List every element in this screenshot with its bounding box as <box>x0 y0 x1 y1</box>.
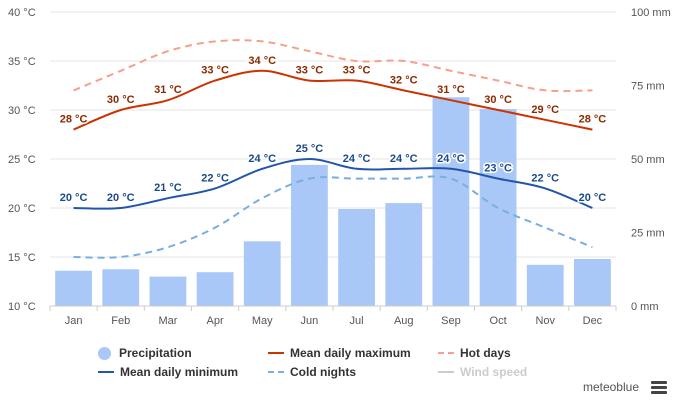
x-tick-label: Jun <box>301 315 319 327</box>
precipitation-bar <box>149 276 187 306</box>
legend-precipitation[interactable]: Precipitation <box>98 346 192 360</box>
precipitation-bar <box>526 264 564 306</box>
x-tick-label: Aug <box>394 315 414 327</box>
x-tick-label: Jul <box>350 315 364 327</box>
min-data-label: 20 °C <box>579 192 607 204</box>
precipitation-bar <box>55 270 92 306</box>
wind-speed-swatch-icon <box>438 371 454 373</box>
precipitation-bar <box>432 97 470 306</box>
max-data-label: 33 °C <box>296 65 324 77</box>
hot-days-line <box>73 39 593 93</box>
x-tick-label: Mar <box>158 315 177 327</box>
x-tick-label: Dec <box>583 315 603 327</box>
cold-nights-swatch-icon <box>268 371 284 373</box>
legend-mean-daily-maximum[interactable]: Mean daily maximum <box>268 346 411 360</box>
min-data-label: 24 °C <box>390 153 418 165</box>
min-data-label: 20 °C <box>107 192 135 204</box>
max-data-label: 28 °C <box>60 114 88 126</box>
legend-cold-nights-label: Cold nights <box>290 365 356 379</box>
mean-daily-maximum-line <box>73 69 593 131</box>
min-data-label: 23 °C <box>484 163 512 175</box>
max-data-label: 31 °C <box>437 84 465 96</box>
y-right-tick-label: 25 mm <box>631 228 665 240</box>
legend-mean-min-label: Mean daily minimum <box>120 365 239 379</box>
legend-mean-max-label: Mean daily maximum <box>290 346 411 360</box>
hamburger-menu-icon[interactable] <box>651 381 667 394</box>
meteoblue-brand: meteoblue <box>582 380 639 394</box>
hot-days-swatch-icon <box>438 352 454 354</box>
min-data-label: 22 °C <box>201 172 229 184</box>
legend-hot-days-label: Hot days <box>460 346 511 360</box>
legend-wind-speed-label: Wind speed <box>460 365 528 379</box>
max-data-label: 34 °C <box>248 55 276 67</box>
legend-precipitation-label: Precipitation <box>119 346 192 360</box>
min-data-label: 24 °C <box>248 153 276 165</box>
x-tick-label: May <box>252 315 273 327</box>
x-tick-label: Jan <box>65 315 83 327</box>
x-tick-label: Sep <box>441 315 461 327</box>
legend-mean-daily-minimum[interactable]: Mean daily minimum <box>98 365 238 379</box>
min-data-label: 24 °C <box>437 153 465 165</box>
legend-hot-days[interactable]: Hot days <box>438 346 511 360</box>
max-data-label: 30 °C <box>107 94 135 106</box>
max-data-label: 28 °C <box>579 114 607 126</box>
min-data-label: 22 °C <box>531 172 559 184</box>
cold-nights-line <box>73 175 593 259</box>
x-tick-label: Feb <box>111 315 130 327</box>
max-data-label: 29 °C <box>531 104 559 116</box>
max-data-label: 32 °C <box>390 74 418 86</box>
climate-chart: 28 °C 30 °C 31 °C 33 °C 34 °C 33 °C 33 °C 32 °C… <box>8 7 671 327</box>
y-left-tick-label: 15 °C <box>8 252 36 264</box>
precipitation-bar <box>385 203 423 306</box>
precipitation-bar <box>196 272 234 306</box>
x-tick-label: Apr <box>207 315 224 327</box>
min-data-label: 21 °C <box>154 182 182 194</box>
min-data-label: 25 °C <box>296 143 324 155</box>
x-tick-label: Nov <box>535 315 555 327</box>
y-right-tick-label: 0 mm <box>631 301 659 313</box>
y-right-tick-label: 75 mm <box>631 81 665 93</box>
max-data-label: 30 °C <box>484 94 512 106</box>
precipitation-bar <box>243 241 281 306</box>
y-right-tick-label: 100 mm <box>631 7 671 19</box>
legend-wind-speed[interactable]: Wind speed <box>438 365 527 379</box>
y-left-tick-label: 10 °C <box>8 301 36 313</box>
y-right-tick-label: 50 mm <box>631 154 665 166</box>
max-data-label: 31 °C <box>154 84 182 96</box>
y-left-tick-label: 40 °C <box>8 7 36 19</box>
y-left-tick-label: 30 °C <box>8 105 36 117</box>
max-data-label: 33 °C <box>343 65 371 77</box>
precipitation-bar <box>338 208 375 306</box>
x-tick-label: Oct <box>490 315 507 327</box>
mean-daily-minimum-line <box>73 157 593 210</box>
precipitation-bar <box>102 269 140 306</box>
max-line-swatch-icon <box>268 352 284 354</box>
legend-cold-nights[interactable]: Cold nights <box>268 365 356 379</box>
y-left-tick-label: 20 °C <box>8 203 36 215</box>
precipitation-swatch-icon <box>98 346 111 360</box>
y-left-tick-label: 35 °C <box>8 56 36 68</box>
min-data-label: 24 °C <box>343 153 371 165</box>
max-data-label: 33 °C <box>201 65 229 77</box>
min-line-swatch-icon <box>98 371 114 373</box>
precipitation-bar <box>291 164 328 306</box>
min-data-label: 20 °C <box>60 192 88 204</box>
y-left-tick-label: 25 °C <box>8 154 36 166</box>
precipitation-bar <box>574 258 611 306</box>
